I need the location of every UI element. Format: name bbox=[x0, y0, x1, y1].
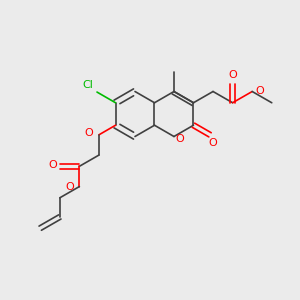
Text: O: O bbox=[256, 86, 265, 97]
Text: O: O bbox=[65, 182, 74, 192]
Text: O: O bbox=[208, 138, 217, 148]
Text: O: O bbox=[48, 160, 57, 170]
Text: O: O bbox=[175, 134, 184, 144]
Text: Cl: Cl bbox=[82, 80, 93, 90]
Text: O: O bbox=[85, 128, 94, 138]
Text: O: O bbox=[228, 70, 237, 80]
